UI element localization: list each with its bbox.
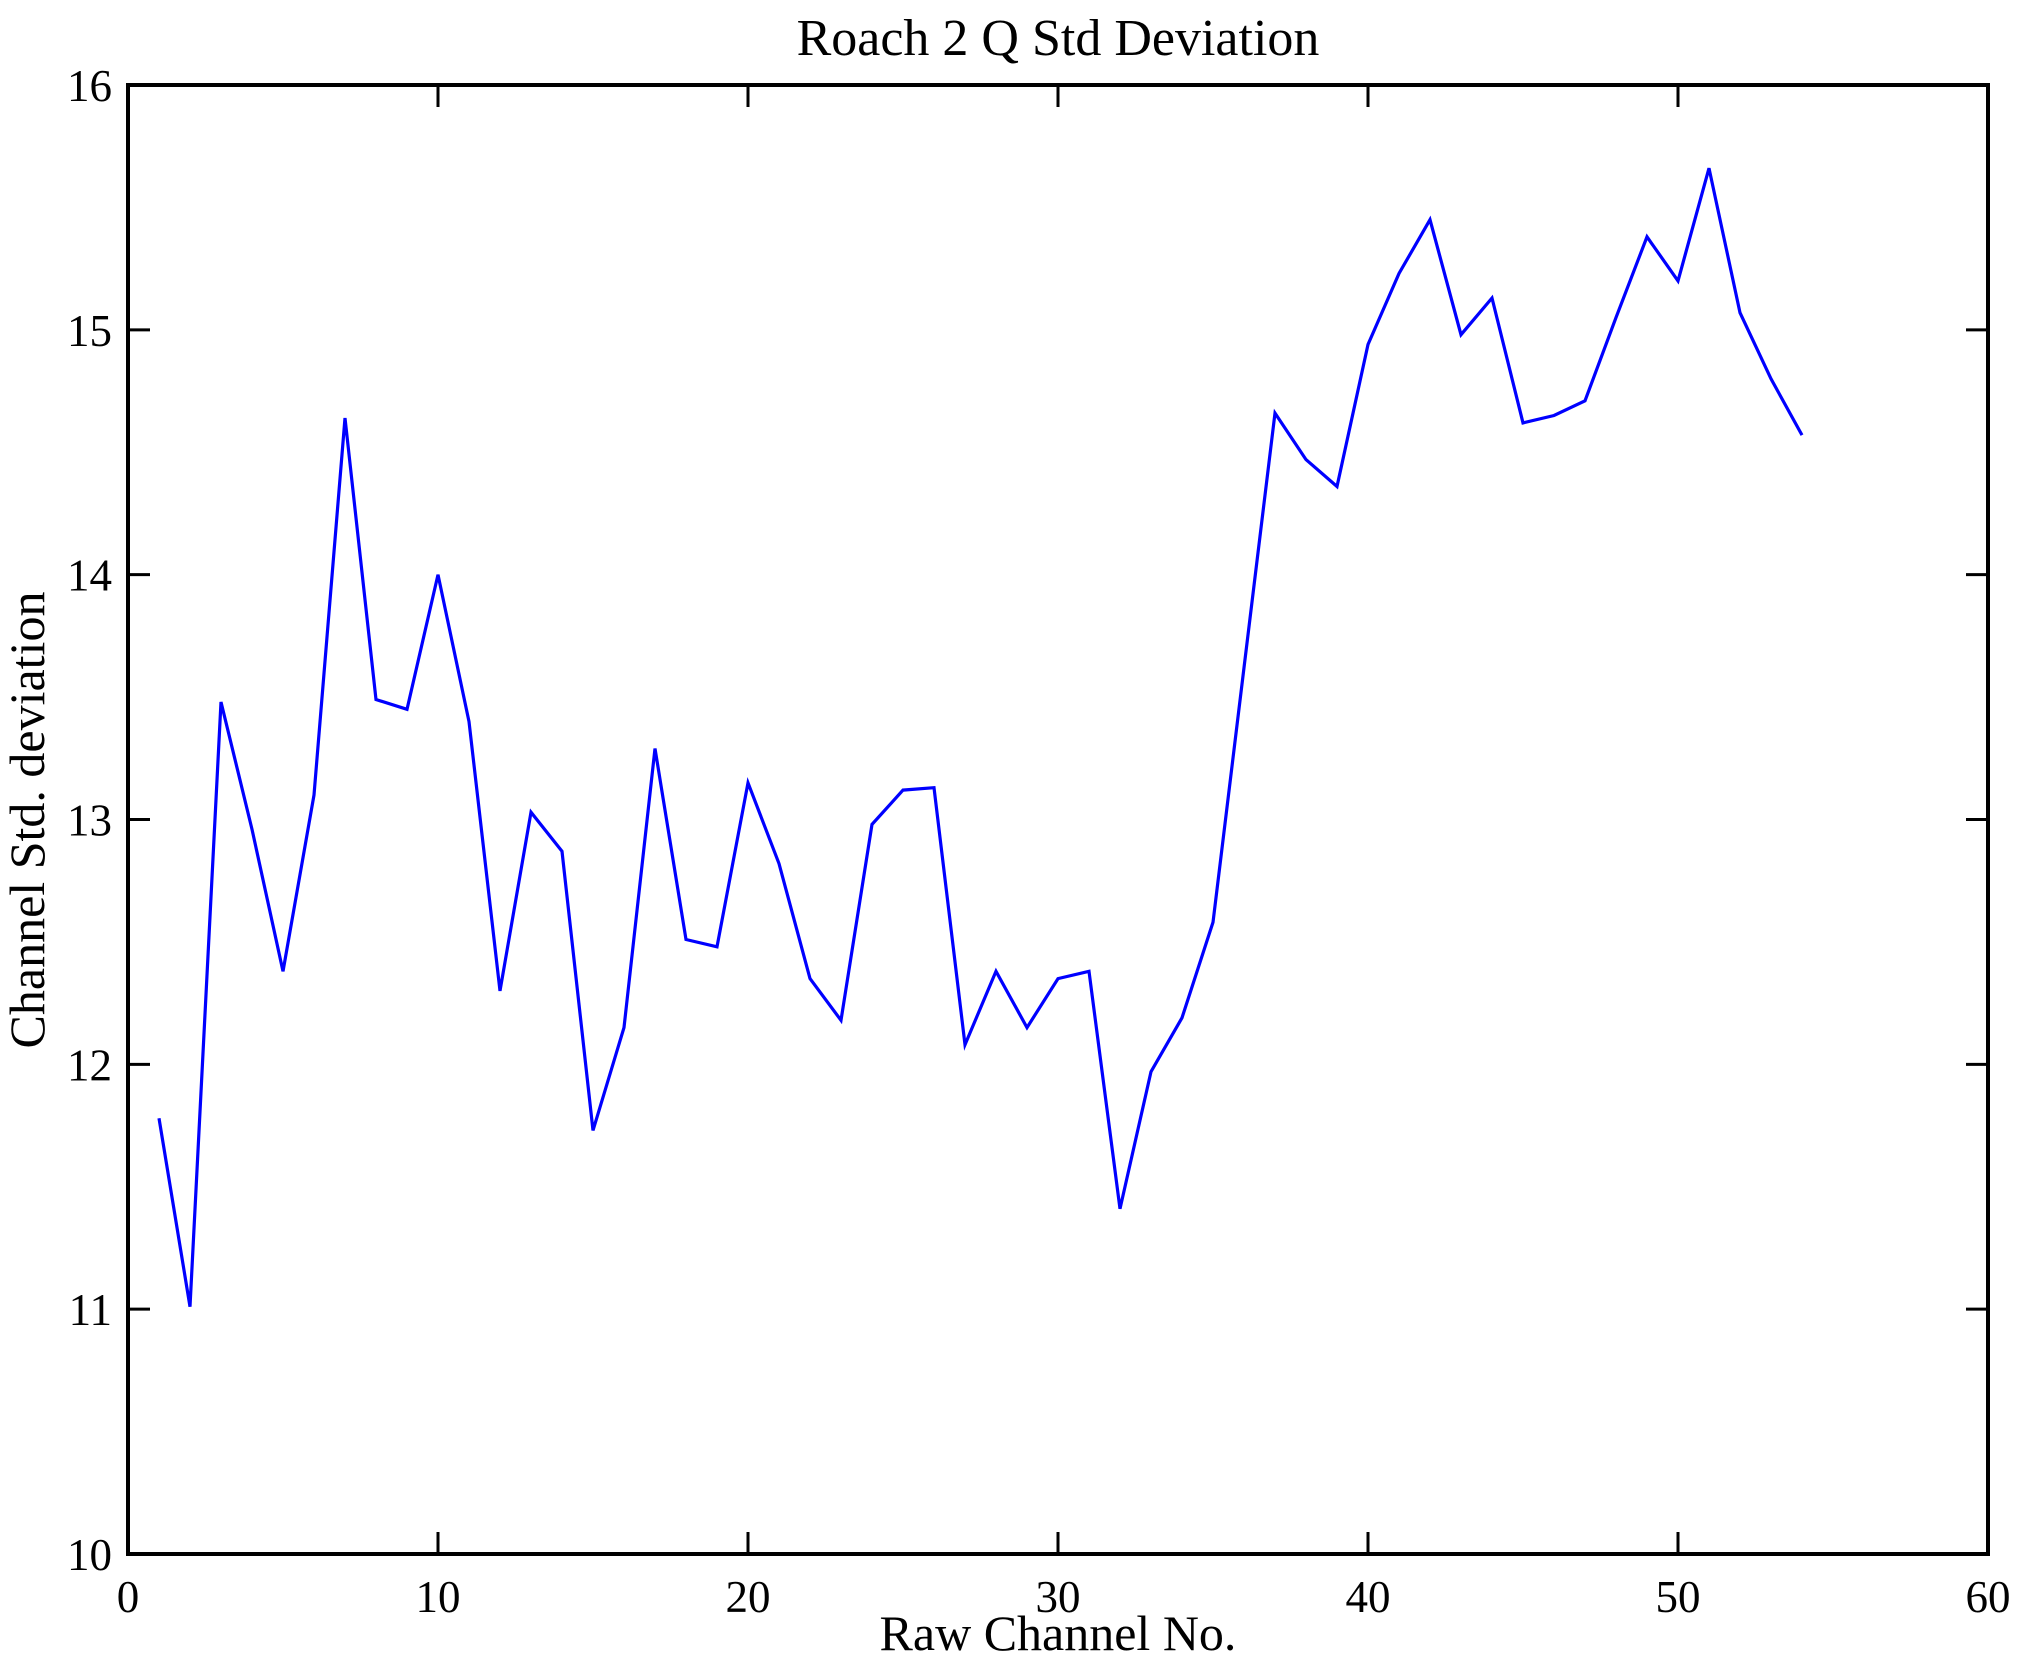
y-tick-label: 11: [69, 1285, 112, 1335]
y-tick-label: 13: [67, 796, 112, 846]
data-series-line: [157, 167, 1804, 1307]
x-tick-label: 30: [1036, 1572, 1081, 1622]
y-tick-label: 16: [67, 61, 112, 111]
chart-title: Roach 2 Q Std Deviation: [797, 10, 1320, 67]
y-axis-label: Channel Std. deviation: [0, 592, 55, 1049]
x-tick-label: 60: [1966, 1572, 2011, 1622]
y-tick-label: 12: [67, 1040, 112, 1090]
x-tick-label: 10: [416, 1572, 461, 1622]
y-tick-label: 15: [67, 306, 112, 356]
y-tick-label: 10: [67, 1530, 112, 1580]
x-tick-label: 0: [117, 1572, 140, 1622]
plot-area: [126, 83, 1990, 1556]
y-tick-label: 14: [67, 551, 112, 601]
x-axis-label: Raw Channel No.: [880, 1605, 1237, 1661]
x-tick-label: 50: [1656, 1572, 1701, 1622]
x-tick-label: 40: [1346, 1572, 1391, 1622]
x-tick-label: 20: [726, 1572, 771, 1622]
